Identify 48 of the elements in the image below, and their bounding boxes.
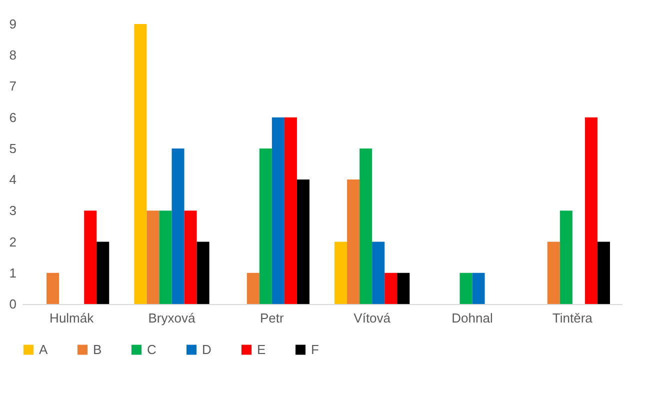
bar bbox=[134, 24, 147, 304]
y-tick-label: 3 bbox=[9, 203, 16, 218]
bar bbox=[347, 180, 360, 304]
x-tick-label: Dohnal bbox=[452, 310, 493, 326]
bar bbox=[159, 210, 172, 304]
legend-label: F bbox=[311, 342, 319, 357]
x-tick-label: Petr bbox=[260, 310, 285, 326]
bar bbox=[272, 117, 284, 304]
y-tick-label: 6 bbox=[9, 110, 16, 125]
legend-label: A bbox=[39, 342, 48, 357]
y-tick-label: 5 bbox=[9, 140, 16, 156]
x-tick-label: Bryxová bbox=[148, 310, 196, 326]
x-tick-label: Hulmák bbox=[50, 310, 94, 326]
bar bbox=[584, 117, 598, 304]
bar bbox=[84, 210, 97, 304]
bar bbox=[46, 272, 60, 304]
legend-label: B bbox=[93, 342, 102, 357]
bar bbox=[146, 210, 160, 304]
y-tick-label: 9 bbox=[9, 16, 16, 32]
bar bbox=[296, 180, 310, 304]
bar bbox=[259, 148, 272, 304]
bar bbox=[196, 242, 210, 304]
legend-label: E bbox=[257, 342, 266, 357]
bar bbox=[334, 242, 348, 304]
y-tick-label: 4 bbox=[9, 172, 16, 188]
bar bbox=[96, 242, 110, 304]
y-tick-label: 0 bbox=[9, 296, 16, 312]
x-tick-label: Tintěra bbox=[552, 310, 594, 326]
bar bbox=[547, 242, 560, 304]
bar bbox=[172, 148, 184, 304]
bar bbox=[184, 210, 197, 304]
bar bbox=[284, 117, 297, 304]
bar bbox=[472, 272, 485, 304]
bar bbox=[397, 272, 410, 304]
bar bbox=[246, 272, 260, 304]
y-tick-label: 1 bbox=[9, 265, 16, 280]
bar bbox=[560, 210, 572, 304]
legend-label: D bbox=[202, 342, 212, 357]
bar bbox=[460, 272, 472, 304]
y-tick-label: 7 bbox=[9, 78, 16, 94]
legend-label: C bbox=[147, 342, 156, 357]
bar bbox=[360, 148, 372, 304]
bar bbox=[597, 242, 610, 304]
bar bbox=[384, 272, 398, 304]
x-tick-label: Vítová bbox=[354, 310, 392, 326]
y-tick-label: 2 bbox=[9, 234, 16, 250]
y-tick-label: 8 bbox=[9, 48, 16, 63]
bar bbox=[372, 242, 385, 304]
